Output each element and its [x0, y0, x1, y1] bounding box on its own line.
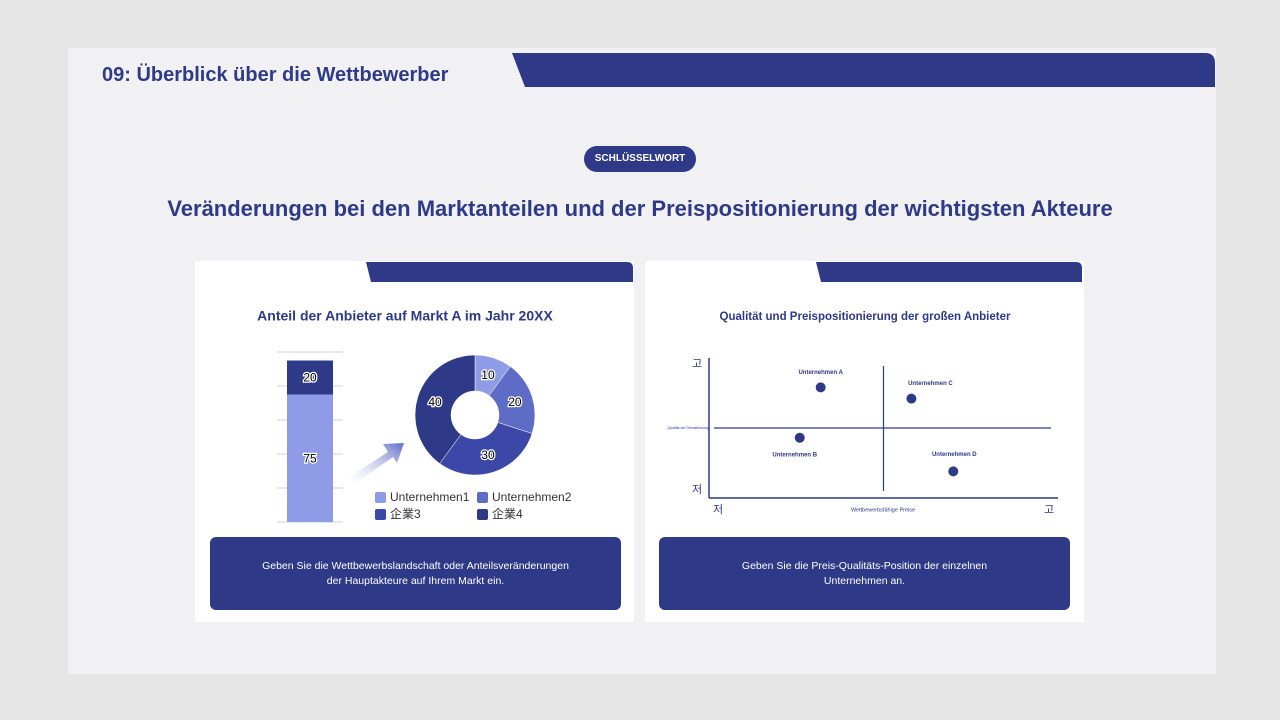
legend-label: 企業4 [492, 506, 523, 521]
legend-swatch [477, 509, 488, 520]
point-label: Unternehmen A [798, 370, 843, 376]
donut-slice [439, 422, 533, 476]
legend-label: Unternehmen1 [390, 490, 470, 504]
scatter-point [815, 382, 826, 393]
y-tick-label: 저 [692, 483, 702, 496]
point-label: Unternehmen C [908, 381, 953, 387]
data-label: 20 [508, 395, 522, 409]
donut-slice [414, 354, 476, 464]
panel-tab [366, 262, 633, 282]
legend-label: 企業3 [390, 506, 421, 521]
data-label: 30 [481, 448, 495, 462]
scatter-point [794, 432, 805, 443]
keyword-pill: SCHLÜSSELWORT [584, 146, 696, 172]
scatter-point [906, 393, 917, 404]
x-axis-label: Wettbewerbsfähige Preise [851, 507, 915, 513]
panel-tab [816, 262, 1082, 282]
y-tick-label: 고 [692, 358, 702, 370]
caption: Geben Sie die Preis-Qualitäts-Position d… [659, 537, 1070, 610]
legend-swatch [477, 492, 488, 503]
x-tick-label: 저 [713, 503, 723, 516]
legend-swatch [375, 492, 386, 503]
legend-label: Unternehmen2 [492, 490, 572, 504]
data-label: 10 [481, 368, 495, 382]
y-axis-label: Qualität der Dienstleistung [667, 426, 708, 430]
slide-title: 09: Überblick über die Wettbewerber [102, 64, 449, 86]
panel-title: Anteil der Anbieter auf Markt A im Jahr … [257, 308, 553, 324]
scatter-point [948, 466, 959, 477]
point-label: Unternehmen D [932, 452, 977, 458]
arrow [348, 443, 404, 484]
data-label: 75 [303, 451, 317, 465]
x-tick-label: 고 [1044, 504, 1054, 516]
caption: Geben Sie die Wettbewerbslandschaft oder… [210, 537, 621, 610]
data-label: 20 [303, 371, 317, 385]
headline: Veränderungen bei den Marktanteilen und … [167, 196, 1113, 221]
bar-segment [287, 394, 333, 522]
data-label: 40 [428, 395, 442, 409]
panel-title: Qualität und Preispositionierung der gro… [720, 311, 1011, 323]
point-label: Unternehmen B [772, 452, 817, 458]
header-tab [512, 53, 1215, 87]
bar-segment [287, 360, 333, 395]
legend-swatch [375, 509, 386, 520]
